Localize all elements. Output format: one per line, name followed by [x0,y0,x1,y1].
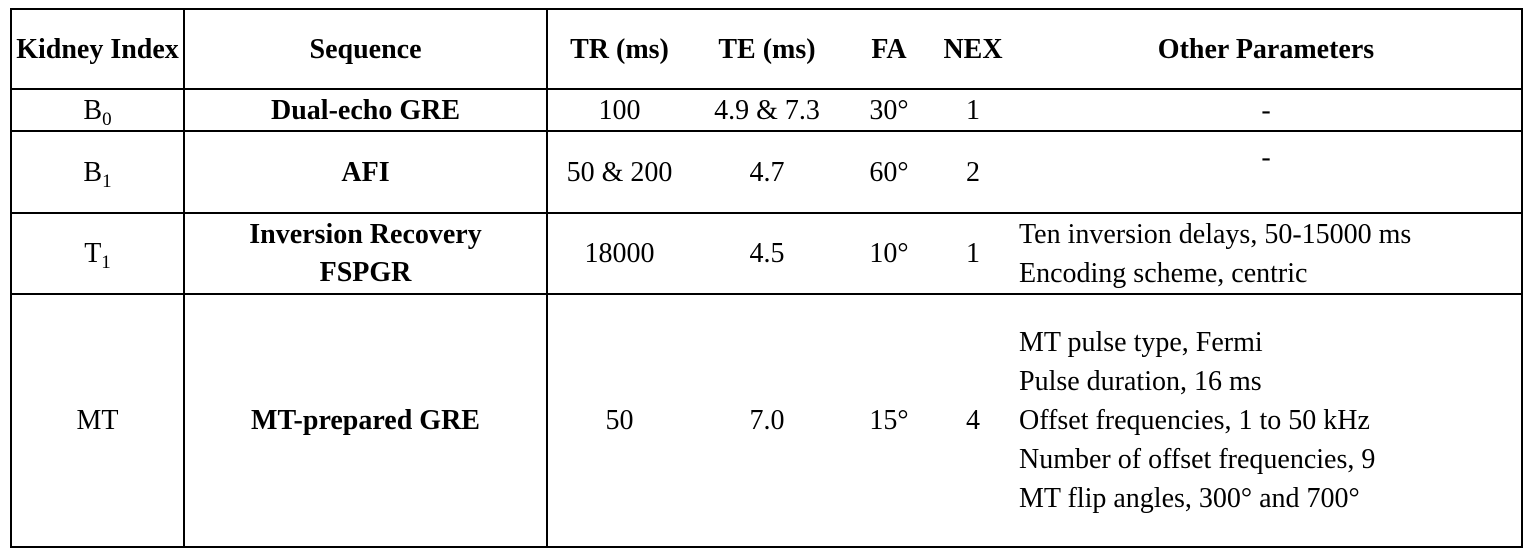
index: B [83,94,103,126]
header-row: Kidney Index Sequence TR (ms) TE (ms) FA NEX O… [11,9,1522,89]
parameter-line: - [1261,142,1271,173]
te-cell: 7.0 [749,405,785,436]
index-cell: B1 [11,131,185,213]
fa-cell: 10° [869,238,909,269]
header-cell: Other Parameters [1157,33,1375,65]
index-cell: MT [11,294,185,547]
data-row: B0 Dual-echo GRE 100 4.9 & 7.3 30° 1- [11,89,1522,131]
nex-cell: 1 [966,94,980,126]
tr-cell: 18000 [584,238,655,269]
parameter-line: Number of offset frequencies, 9 [1019,444,1376,475]
te-cell: 4.5 [749,238,785,269]
nex-cell: 2 [966,156,980,188]
header-cell: NEX [943,33,1003,65]
header-cell: TR (ms) [570,33,669,65]
parameter-line: MT flip angles, 300° and 700° [1019,483,1360,514]
parameter-line: Offset frequencies, 1 to 50 kHz [1019,405,1370,436]
header-cell: TE (ms) [718,33,816,65]
other-parameters: - [1011,89,1522,131]
header-cell: Kidney Index [11,9,185,89]
index: B [83,156,103,188]
index-subscript: 1 [101,252,111,273]
index-subscript: 1 [102,170,112,192]
parameter-line: Ten inversion delays, 50-15000 ms [1019,218,1412,250]
other-parameters: MT pulse type, Fermi Pulse duration, 16 m… [1011,294,1522,547]
parameter-line: - [1261,94,1271,126]
index-cell: T1 [11,213,185,294]
fa-cell: 60° [869,156,909,188]
tr-cell: 50 [605,405,634,436]
sequence: Dual-echo GRE [184,89,548,131]
parameter-table: Kidney Index Sequence TR (ms) TE (ms) FA NEX O… [10,8,1523,548]
tr-cell: 100 [598,94,641,126]
index: T [84,238,102,269]
sequence: Inversion Recovery FSPGR [184,213,548,294]
index: MT [76,405,119,436]
data-row: B1 AFI 50 & 200 4.7 60° 2- [11,131,1522,213]
sequence: AFI [184,131,548,213]
header-cell: Sequence [184,9,548,89]
nex-cell: 4 [966,405,980,436]
fa-cell: 30° [869,94,909,126]
data-row: T1 Inversion Recovery FSPGR 18000 4.5 10° 1 Te… [11,213,1522,294]
data-row: MT MT-prepared GRE 50 7.0 15° 4 MT pulse type,… [11,294,1522,547]
parameter-line: Encoding scheme, centric [1019,257,1308,289]
other-parameters: Ten inversion delays, 50-15000 ms Encodin… [1011,213,1522,294]
header-cell: FA [871,33,907,65]
fa-cell: 15° [869,405,909,436]
parameter-line: Pulse duration, 16 ms [1019,366,1262,397]
index-cell: B0 [11,89,185,131]
te-cell: 4.7 [749,156,785,188]
sequence: MT-prepared GRE [184,294,548,547]
tr-cell: 50 & 200 [566,156,673,188]
other-parameters: - [1011,131,1522,213]
parameter-line: MT pulse type, Fermi [1019,327,1263,358]
index-subscript: 0 [102,108,112,130]
nex-cell: 1 [966,238,980,269]
te-cell: 4.9 & 7.3 [714,94,820,126]
